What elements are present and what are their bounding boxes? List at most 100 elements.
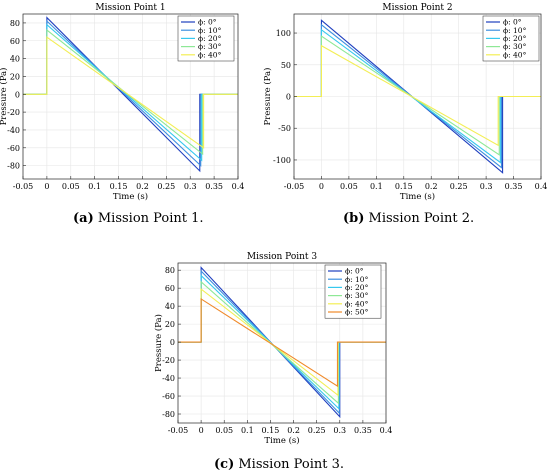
caption-c: (c) Mission Point 3. bbox=[214, 457, 364, 472]
y-tick-label: -20 bbox=[7, 108, 20, 117]
x-tick-label: 0.05 bbox=[62, 182, 80, 191]
x-tick-label: 0.35 bbox=[505, 182, 523, 191]
legend-label: ϕ: 0° bbox=[345, 267, 364, 276]
x-tick-label: 0.25 bbox=[450, 182, 468, 191]
legend-label: ϕ: 30° bbox=[503, 42, 527, 51]
x-tick-label: 0.35 bbox=[205, 182, 223, 191]
legend-label: ϕ: 0° bbox=[503, 18, 522, 27]
legend-label: ϕ: 40° bbox=[198, 50, 222, 59]
x-tick-label: 0.15 bbox=[110, 182, 128, 191]
y-tick-label: 80 bbox=[10, 19, 20, 28]
chart-mp2: -0.05 0 0.05 0.1 0.15 0.2 0.25 0.3 0.35 0.4 100 50 0… bbox=[262, 3, 547, 202]
x-tick-label: 0.15 bbox=[262, 426, 280, 435]
legend-label: ϕ: 10° bbox=[198, 26, 222, 35]
caption-c-tag: (c) bbox=[214, 457, 235, 472]
caption-a-tag: (a) bbox=[73, 211, 94, 226]
series-line-5 bbox=[23, 36, 238, 149]
legend-box bbox=[324, 264, 382, 319]
legend-label: ϕ: 10° bbox=[503, 26, 527, 35]
x-tick-label: -0.05 bbox=[168, 426, 189, 435]
series-line-5 bbox=[294, 44, 541, 147]
y-tick-label: 20 bbox=[10, 72, 20, 81]
x-tick-label: 0.2 bbox=[425, 182, 438, 191]
legend-label: ϕ: 40° bbox=[345, 299, 369, 308]
x-tick-label: 0.25 bbox=[308, 426, 326, 435]
legend-label: ϕ: 10° bbox=[345, 275, 369, 284]
x-tick-label: 0.1 bbox=[88, 182, 101, 191]
chart-mp1: -0.05 0 0.05 0.1 0.15 0.2 0.25 0.3 0.35 0.4 80 60 40… bbox=[0, 3, 244, 202]
x-tick-label: 0.4 bbox=[380, 426, 393, 435]
y-axis-label: Pressure (Pa) bbox=[262, 68, 273, 126]
legend-label: ϕ: 30° bbox=[345, 291, 369, 300]
x-tick-label: 0.4 bbox=[232, 182, 245, 191]
x-axis-label: Time (s) bbox=[400, 191, 435, 202]
y-tick-label: 0 bbox=[170, 338, 175, 347]
x-tick-label: 0.3 bbox=[333, 426, 346, 435]
x-axis-label: Time (s) bbox=[264, 435, 299, 446]
y-tick-label: -40 bbox=[162, 374, 175, 383]
x-tick-label: 0.1 bbox=[241, 426, 254, 435]
x-tick-label: 0.4 bbox=[535, 182, 548, 191]
y-tick-label: 100 bbox=[276, 29, 291, 38]
x-tick-label: -0.05 bbox=[284, 182, 305, 191]
y-tick-label: 60 bbox=[165, 284, 175, 293]
x-tick-label: 0.35 bbox=[354, 426, 372, 435]
legend: ϕ: 0°ϕ: 10°ϕ: 20°ϕ: 30°ϕ: 40° bbox=[482, 15, 540, 62]
legend-label: ϕ: 50° bbox=[345, 308, 369, 317]
x-tick-label: 0.2 bbox=[136, 182, 149, 191]
chart-title: Mission Point 2 bbox=[382, 3, 452, 13]
y-tick-label: -40 bbox=[7, 126, 20, 135]
y-tick-label: -20 bbox=[162, 356, 175, 365]
x-tick-label: 0 bbox=[319, 182, 324, 191]
y-tick-label: 0 bbox=[286, 93, 291, 102]
x-axis-label: Time (s) bbox=[113, 191, 148, 202]
y-tick-label: 60 bbox=[10, 37, 20, 46]
y-tick-label: -60 bbox=[7, 144, 20, 153]
x-tick-label: 0.05 bbox=[340, 182, 358, 191]
x-tick-label: 0.15 bbox=[395, 182, 413, 191]
legend: ϕ: 0°ϕ: 10°ϕ: 20°ϕ: 30°ϕ: 40° bbox=[177, 15, 235, 62]
series-line-6 bbox=[178, 297, 386, 388]
y-tick-label: -80 bbox=[7, 162, 20, 171]
caption-b-tag: (b) bbox=[343, 211, 365, 226]
caption-b: (b) Mission Point 2. bbox=[343, 211, 493, 226]
x-tick-label: 0.3 bbox=[184, 182, 197, 191]
y-tick-label: 0 bbox=[15, 90, 20, 99]
legend-label: ϕ: 20° bbox=[503, 34, 527, 43]
caption-c-text: Mission Point 3. bbox=[234, 457, 344, 472]
y-tick-label: 40 bbox=[165, 302, 175, 311]
caption-a-text: Mission Point 1. bbox=[93, 211, 204, 226]
caption-a: (a) Mission Point 1. bbox=[73, 211, 223, 226]
chart-title: Mission Point 1 bbox=[95, 3, 165, 13]
x-tick-label: 0 bbox=[199, 426, 204, 435]
y-tick-label: -100 bbox=[273, 156, 291, 165]
x-tick-label: 0.2 bbox=[287, 426, 300, 435]
legend-label: ϕ: 40° bbox=[503, 50, 527, 59]
axes-frame bbox=[22, 13, 239, 180]
x-tick-label: 0.1 bbox=[370, 182, 383, 191]
chart-mp3: -0.05 0 0.05 0.1 0.15 0.2 0.25 0.3 0.35 0.4 80 60 40… bbox=[153, 252, 392, 446]
legend-label: ϕ: 20° bbox=[198, 34, 222, 43]
y-tick-label: 80 bbox=[165, 266, 175, 275]
x-tick-label: 0 bbox=[44, 182, 49, 191]
x-tick-label: 0.05 bbox=[215, 426, 233, 435]
legend-label: ϕ: 0° bbox=[198, 18, 217, 27]
legend-label: ϕ: 20° bbox=[345, 283, 369, 292]
chart-title: Mission Point 3 bbox=[247, 252, 318, 262]
axes-frame bbox=[177, 262, 387, 424]
y-axis-label: Pressure (Pa) bbox=[153, 314, 164, 372]
x-tick-label: -0.05 bbox=[13, 182, 34, 191]
y-tick-label: -50 bbox=[278, 124, 291, 133]
legend-label: ϕ: 30° bbox=[198, 42, 222, 51]
y-tick-label: 20 bbox=[165, 320, 175, 329]
x-tick-label: 0.3 bbox=[480, 182, 493, 191]
y-tick-label: -80 bbox=[162, 410, 175, 419]
y-tick-label: -60 bbox=[162, 392, 175, 401]
y-tick-label: 40 bbox=[10, 55, 20, 64]
y-axis-label: Pressure (Pa) bbox=[0, 68, 9, 126]
x-tick-label: 0.25 bbox=[157, 182, 175, 191]
legend: ϕ: 0°ϕ: 10°ϕ: 20°ϕ: 30°ϕ: 40°ϕ: 50° bbox=[324, 264, 382, 319]
caption-b-text: Mission Point 2. bbox=[364, 211, 475, 226]
y-tick-label: 50 bbox=[281, 61, 291, 70]
